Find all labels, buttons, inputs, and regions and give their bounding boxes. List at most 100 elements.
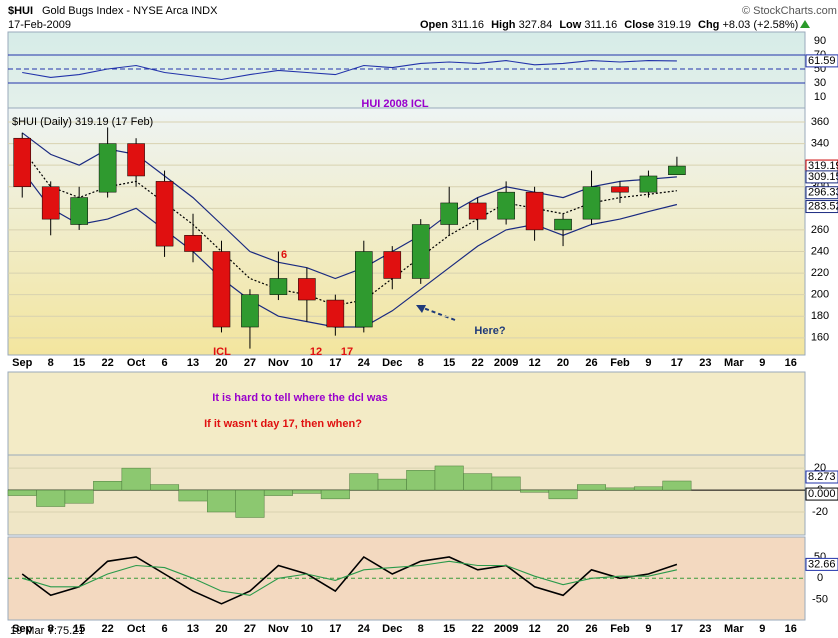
rsi-panel bbox=[7, 31, 806, 109]
candle-body bbox=[497, 191, 515, 220]
histogram-bar bbox=[548, 489, 578, 500]
x-tick-label: 13 bbox=[187, 357, 199, 369]
x-tick-label: Nov bbox=[268, 357, 290, 369]
histogram-bar bbox=[434, 465, 464, 491]
zero-label: 0.000 bbox=[808, 488, 836, 500]
histogram-panel bbox=[7, 454, 806, 536]
y-tick-label: 0 bbox=[817, 572, 823, 584]
x-tick-label: Nov bbox=[268, 623, 290, 635]
y-tick-label: 90 bbox=[814, 35, 826, 47]
value-label: 61.59 bbox=[808, 55, 836, 67]
x-tick-label: 17 bbox=[329, 357, 341, 369]
x-tick-label: 12 bbox=[528, 357, 540, 369]
candle-body bbox=[468, 202, 487, 220]
value-label: 8.273 bbox=[808, 471, 836, 483]
annotation: Here? bbox=[474, 325, 505, 337]
series-line bbox=[21, 555, 678, 605]
histogram-bar bbox=[7, 489, 37, 496]
y-tick-label: 360 bbox=[811, 116, 829, 128]
x-tick-label: Sep bbox=[12, 357, 32, 369]
candle-body bbox=[298, 278, 316, 301]
up-arrow bbox=[800, 20, 810, 28]
histogram-bar bbox=[577, 484, 606, 491]
here-arrow-head bbox=[416, 305, 426, 313]
y-tick-label: 240 bbox=[811, 245, 829, 257]
x-tick-label: 20 bbox=[215, 623, 227, 635]
candle-body bbox=[241, 294, 259, 328]
x-tick-label: 8 bbox=[418, 357, 424, 369]
y-tick-label: -20 bbox=[812, 506, 828, 518]
histogram-bar bbox=[633, 486, 663, 491]
y-tick-label: 200 bbox=[811, 289, 829, 301]
x-tick-label: 9 bbox=[645, 623, 651, 635]
candle-body bbox=[326, 299, 345, 328]
candle-body bbox=[639, 175, 658, 193]
x-tick-label: 24 bbox=[358, 357, 371, 369]
annotation: ICL bbox=[213, 346, 231, 358]
quote-value: 319.19 bbox=[657, 19, 691, 31]
series-line bbox=[21, 148, 677, 307]
x-tick-label: 15 bbox=[73, 623, 85, 635]
x-tick-label: 13 bbox=[187, 623, 199, 635]
histogram-bar bbox=[93, 481, 123, 491]
candle-body bbox=[70, 197, 88, 225]
x-tick-label: 2009 bbox=[494, 357, 518, 369]
value-label: 296.33 bbox=[808, 187, 838, 199]
x-tick-label: 20 bbox=[557, 623, 569, 635]
x-tick-label: 23 bbox=[699, 623, 711, 635]
quote-label: Open bbox=[420, 19, 448, 31]
x-tick-label: 24 bbox=[358, 623, 371, 635]
histogram-bar bbox=[406, 470, 436, 491]
x-tick-label: 22 bbox=[472, 623, 484, 635]
index-name: Gold Bugs Index - NYSE Arca INDX bbox=[42, 5, 218, 17]
histogram-bar bbox=[463, 473, 493, 491]
x-tick-label: 23 bbox=[699, 357, 711, 369]
y-tick-label: 160 bbox=[811, 332, 829, 344]
x-tick-label: 22 bbox=[472, 357, 484, 369]
x-tick-label: 15 bbox=[73, 357, 85, 369]
histogram-bar bbox=[320, 489, 350, 500]
x-tick-label: 16 bbox=[785, 357, 797, 369]
annotation: 12 bbox=[310, 346, 322, 358]
x-tick-label: Dec bbox=[382, 623, 402, 635]
quote-label: Close bbox=[624, 19, 654, 31]
x-tick-label: 9 bbox=[645, 357, 651, 369]
histogram-bar bbox=[263, 489, 293, 496]
value-label: 283.52 bbox=[808, 200, 838, 212]
x-tick-label: 6 bbox=[161, 623, 167, 635]
candle-body bbox=[41, 186, 60, 220]
x-tick-label: 10 bbox=[301, 623, 313, 635]
x-tick-label: 8 bbox=[418, 623, 424, 635]
quote-value: 311.16 bbox=[584, 19, 617, 31]
x-tick-label: Feb bbox=[610, 357, 630, 369]
x-tick-label: 8 bbox=[48, 623, 54, 635]
candle-body bbox=[411, 224, 430, 279]
series-line bbox=[22, 60, 677, 81]
candle-body bbox=[611, 186, 629, 193]
candle-body bbox=[155, 181, 174, 247]
candle-body bbox=[525, 191, 544, 231]
x-tick-label: 12 bbox=[528, 623, 540, 635]
x-tick-label: 17 bbox=[671, 623, 683, 635]
x-tick-label: Oct bbox=[127, 623, 146, 635]
annotation: 17 bbox=[341, 346, 353, 358]
histogram-bar bbox=[64, 489, 94, 504]
oscillator-panel bbox=[7, 536, 806, 621]
value-box bbox=[805, 487, 838, 501]
note: If it wasn't day 17, then when? bbox=[204, 418, 362, 430]
x-tick-label: Sep bbox=[12, 623, 32, 635]
histogram-bar bbox=[207, 489, 236, 513]
x-tick-label: Dec bbox=[382, 357, 402, 369]
value-box bbox=[805, 54, 838, 68]
note-panel bbox=[7, 371, 806, 456]
x-tick-label: 9 bbox=[759, 623, 765, 635]
legend-text: $HUI (Daily) 319.19 (17 Feb) bbox=[12, 116, 153, 128]
candle-body bbox=[582, 186, 601, 220]
x-tick-label: 20 bbox=[215, 357, 227, 369]
candle-body bbox=[212, 251, 231, 328]
candle-body bbox=[13, 137, 32, 188]
x-tick-label: 15 bbox=[443, 623, 455, 635]
candle-body bbox=[98, 143, 117, 193]
value-box bbox=[805, 170, 838, 184]
